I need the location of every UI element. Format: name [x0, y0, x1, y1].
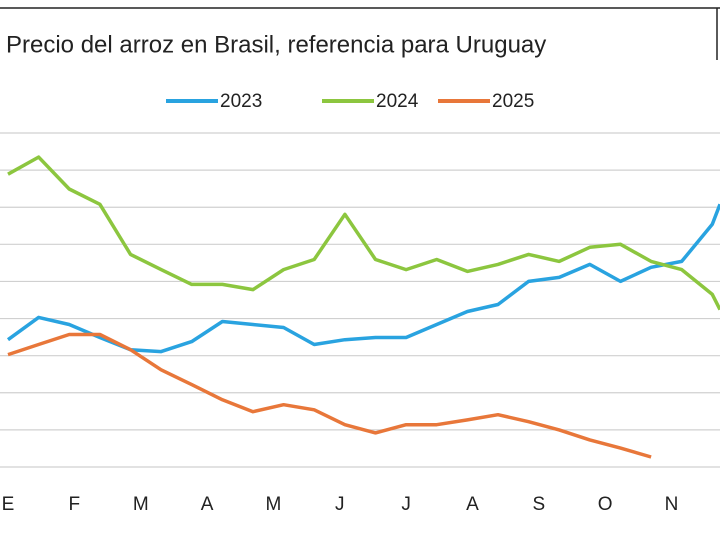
x-tick-label: O [598, 494, 613, 515]
chart-title: Precio del arroz en Brasil, referencia p… [6, 31, 546, 58]
x-tick-label: S [533, 494, 546, 515]
x-tick-label: M [133, 494, 149, 515]
series-line [7, 332, 652, 459]
x-tick-label: J [401, 494, 411, 515]
legend-label: 2025 [492, 91, 534, 112]
legend-label: 2023 [220, 91, 262, 112]
x-tick-label: A [466, 494, 479, 515]
x-tick-label: M [265, 494, 281, 515]
legend-label: 2024 [376, 91, 419, 112]
series-line [7, 155, 720, 311]
x-tick-label: N [665, 494, 679, 515]
x-tick-label: J [335, 494, 345, 515]
x-tick-label: A [201, 494, 214, 515]
x-tick-label: F [68, 494, 80, 515]
legend: 2023 2024 2025 [166, 91, 534, 112]
x-tick-label: E [2, 494, 15, 515]
